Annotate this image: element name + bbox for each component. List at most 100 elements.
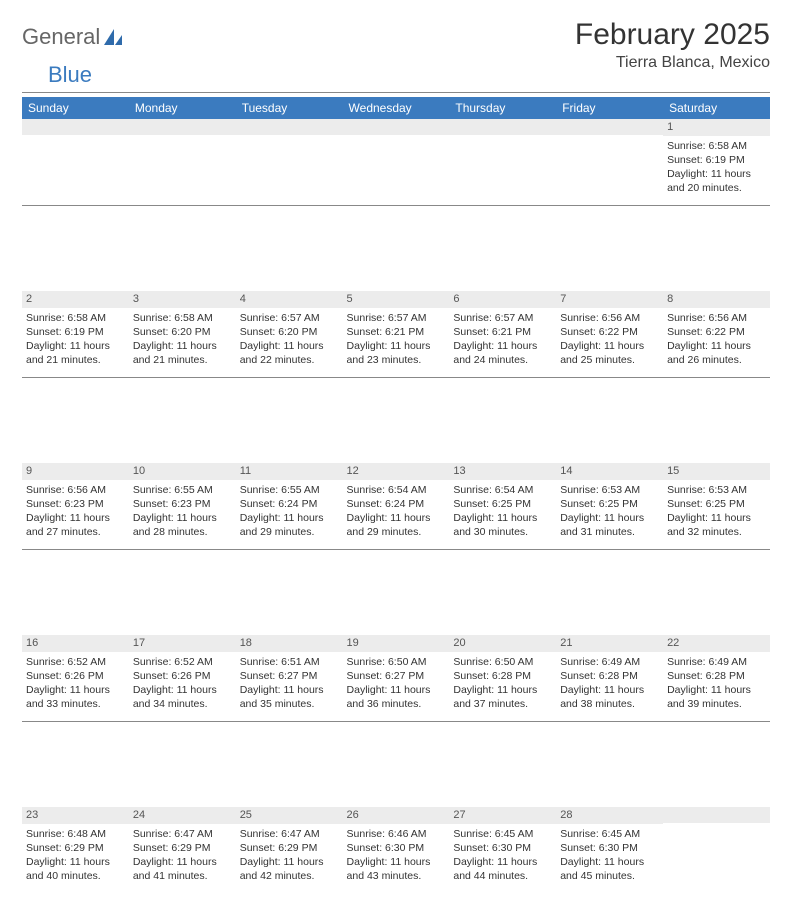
sunset-text: Sunset: 6:21 PM: [347, 325, 446, 339]
week-row: 23Sunrise: 6:48 AMSunset: 6:29 PMDayligh…: [22, 807, 770, 893]
daylight-text: Daylight: 11 hours and 44 minutes.: [453, 855, 552, 883]
day-number: 22: [663, 635, 770, 652]
day-body: Sunrise: 6:51 AMSunset: 6:27 PMDaylight:…: [240, 654, 339, 712]
day-cell: 17Sunrise: 6:52 AMSunset: 6:26 PMDayligh…: [129, 635, 236, 721]
weekday-header: Saturday: [663, 97, 770, 119]
title-block: February 2025 Tierra Blanca, Mexico: [575, 18, 770, 72]
sunset-text: Sunset: 6:22 PM: [560, 325, 659, 339]
day-cell: 18 Sunrise: 6:51 AMSunset: 6:27 PMDayligh…: [236, 635, 343, 721]
day-number: 13: [449, 463, 556, 480]
sunrise-text: Sunrise: 6:57 AM: [240, 311, 339, 325]
weekday-header: Monday: [129, 97, 236, 119]
day-body: Sunrise: 6:58 AMSunset: 6:19 PMDaylight:…: [667, 138, 766, 196]
day-number: [129, 119, 236, 135]
sunset-text: Sunset: 6:30 PM: [560, 841, 659, 855]
day-number: 1: [663, 119, 770, 136]
day-cell: 13Sunrise: 6:54 AMSunset: 6:25 PMDayligh…: [449, 463, 556, 549]
day-number: 12: [343, 463, 450, 480]
sunset-text: Sunset: 6:27 PM: [347, 669, 446, 683]
daylight-text: Daylight: 11 hours and 38 minutes.: [560, 683, 659, 711]
day-body: Sunrise: 6:58 AMSunset: 6:20 PMDaylight:…: [133, 310, 232, 368]
day-number: [663, 807, 770, 823]
day-body: Sunrise: 6:56 AMSunset: 6:22 PMDaylight:…: [560, 310, 659, 368]
day-body: Sunrise: 6:54 AMSunset: 6:24 PMDaylight:…: [347, 482, 446, 540]
sunrise-text: Sunrise: 6:47 AM: [240, 827, 339, 841]
sunset-text: Sunset: 6:24 PM: [347, 497, 446, 511]
sunset-text: Sunset: 6:22 PM: [667, 325, 766, 339]
sunrise-text: Sunrise: 6:57 AM: [347, 311, 446, 325]
daylight-text: Daylight: 11 hours and 26 minutes.: [667, 339, 766, 367]
day-body: Sunrise: 6:53 AMSunset: 6:25 PMDaylight:…: [667, 482, 766, 540]
day-cell: 24Sunrise: 6:47 AMSunset: 6:29 PMDayligh…: [129, 807, 236, 893]
sunset-text: Sunset: 6:25 PM: [560, 497, 659, 511]
sunset-text: Sunset: 6:23 PM: [133, 497, 232, 511]
sunset-text: Sunset: 6:20 PM: [133, 325, 232, 339]
daylight-text: Daylight: 11 hours and 24 minutes.: [453, 339, 552, 367]
week-separator: [22, 721, 770, 807]
day-number: 9: [22, 463, 129, 480]
daylight-text: Daylight: 11 hours and 40 minutes.: [26, 855, 125, 883]
weekday-header: Thursday: [449, 97, 556, 119]
day-body: Sunrise: 6:45 AMSunset: 6:30 PMDaylight:…: [560, 826, 659, 884]
day-body: Sunrise: 6:57 AMSunset: 6:21 PMDaylight:…: [347, 310, 446, 368]
sunset-text: Sunset: 6:29 PM: [26, 841, 125, 855]
day-cell: 22Sunrise: 6:49 AMSunset: 6:28 PMDayligh…: [663, 635, 770, 721]
day-cell: 10Sunrise: 6:55 AMSunset: 6:23 PMDayligh…: [129, 463, 236, 549]
day-number: 18: [236, 635, 343, 652]
sunrise-text: Sunrise: 6:49 AM: [667, 655, 766, 669]
sunrise-text: Sunrise: 6:50 AM: [347, 655, 446, 669]
sunrise-text: Sunrise: 6:47 AM: [133, 827, 232, 841]
location-text: Tierra Blanca, Mexico: [575, 54, 770, 72]
day-number: [556, 119, 663, 135]
day-number: [236, 119, 343, 135]
sunrise-text: Sunrise: 6:58 AM: [133, 311, 232, 325]
day-body: Sunrise: 6:47 AMSunset: 6:29 PMDaylight:…: [240, 826, 339, 884]
day-number: 25: [236, 807, 343, 824]
sunrise-text: Sunrise: 6:52 AM: [26, 655, 125, 669]
day-cell: [236, 119, 343, 205]
day-cell: 21Sunrise: 6:49 AMSunset: 6:28 PMDayligh…: [556, 635, 663, 721]
sunset-text: Sunset: 6:23 PM: [26, 497, 125, 511]
sunset-text: Sunset: 6:27 PM: [240, 669, 339, 683]
sunset-text: Sunset: 6:25 PM: [667, 497, 766, 511]
daylight-text: Daylight: 11 hours and 41 minutes.: [133, 855, 232, 883]
sunrise-text: Sunrise: 6:58 AM: [667, 139, 766, 153]
week-row: 9Sunrise: 6:56 AMSunset: 6:23 PMDaylight…: [22, 463, 770, 549]
day-number: 6: [449, 291, 556, 308]
day-body: Sunrise: 6:55 AMSunset: 6:24 PMDaylight:…: [240, 482, 339, 540]
sunset-text: Sunset: 6:24 PM: [240, 497, 339, 511]
day-body: Sunrise: 6:45 AMSunset: 6:30 PMDaylight:…: [453, 826, 552, 884]
week-row: 1 Sunrise: 6:58 AMSunset: 6:19 PMDaylight…: [22, 119, 770, 205]
brand-text-2: Blue: [22, 62, 92, 88]
day-body: Sunrise: 6:50 AMSunset: 6:27 PMDaylight:…: [347, 654, 446, 712]
sunrise-text: Sunrise: 6:55 AM: [133, 483, 232, 497]
brand-text-1: General: [22, 24, 100, 50]
calendar-page: General February 2025 Tierra Blanca, Mex…: [0, 0, 792, 903]
weekday-header: Tuesday: [236, 97, 343, 119]
day-cell: [449, 119, 556, 205]
sunset-text: Sunset: 6:26 PM: [26, 669, 125, 683]
daylight-text: Daylight: 11 hours and 22 minutes.: [240, 339, 339, 367]
day-number: 17: [129, 635, 236, 652]
day-cell: 26Sunrise: 6:46 AMSunset: 6:30 PMDayligh…: [343, 807, 450, 893]
day-cell: [129, 119, 236, 205]
sunset-text: Sunset: 6:26 PM: [133, 669, 232, 683]
sunrise-text: Sunrise: 6:54 AM: [347, 483, 446, 497]
sunrise-text: Sunrise: 6:58 AM: [26, 311, 125, 325]
day-body: Sunrise: 6:57 AMSunset: 6:21 PMDaylight:…: [453, 310, 552, 368]
day-cell: 1 Sunrise: 6:58 AMSunset: 6:19 PMDaylight…: [663, 119, 770, 205]
day-cell: 20Sunrise: 6:50 AMSunset: 6:28 PMDayligh…: [449, 635, 556, 721]
day-number: 15: [663, 463, 770, 480]
day-number: 11: [236, 463, 343, 480]
sunrise-text: Sunrise: 6:50 AM: [453, 655, 552, 669]
day-number: 4: [236, 291, 343, 308]
calendar-table: Sunday Monday Tuesday Wednesday Thursday…: [22, 97, 770, 893]
sunset-text: Sunset: 6:21 PM: [453, 325, 552, 339]
weekday-header: Sunday: [22, 97, 129, 119]
sunrise-text: Sunrise: 6:48 AM: [26, 827, 125, 841]
daylight-text: Daylight: 11 hours and 28 minutes.: [133, 511, 232, 539]
sunset-text: Sunset: 6:25 PM: [453, 497, 552, 511]
sunset-text: Sunset: 6:20 PM: [240, 325, 339, 339]
day-body: Sunrise: 6:47 AMSunset: 6:29 PMDaylight:…: [133, 826, 232, 884]
sunset-text: Sunset: 6:28 PM: [453, 669, 552, 683]
